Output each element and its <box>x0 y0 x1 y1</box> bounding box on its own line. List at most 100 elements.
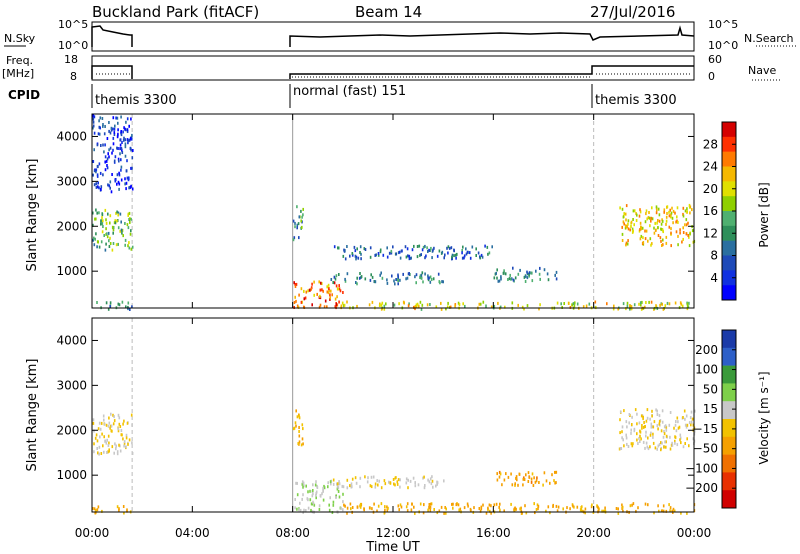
echo-cell <box>333 245 336 249</box>
echo-cell <box>339 289 342 293</box>
echo-cell <box>656 447 658 451</box>
echo-cell <box>533 476 535 480</box>
echo-cell <box>102 123 104 126</box>
echo-cell <box>422 511 425 515</box>
echo-cell <box>645 209 648 213</box>
echo-cell <box>300 287 303 291</box>
echo-cell <box>636 422 638 426</box>
echo-cell <box>429 280 432 284</box>
echo-cell <box>650 431 652 435</box>
echo-cell <box>121 141 123 144</box>
echo-cell <box>307 498 309 502</box>
echo-cell <box>108 129 110 133</box>
echo-cell <box>658 422 661 426</box>
echo-cell <box>691 417 694 421</box>
echo-cell <box>422 245 425 249</box>
echo-cell <box>93 442 95 446</box>
echo-cell <box>118 173 121 177</box>
colorbar-frame <box>721 329 737 509</box>
echo-cell <box>520 509 523 513</box>
echo-cell <box>658 443 661 447</box>
echo-cell <box>112 228 115 232</box>
echo-cell <box>684 442 686 445</box>
echo-cell <box>377 483 379 487</box>
echo-cell <box>644 237 647 241</box>
colorbar-segment <box>722 270 736 286</box>
echo-cell <box>109 426 111 430</box>
echo-cell <box>342 492 344 496</box>
echo-cell <box>394 476 397 480</box>
echo-cell <box>126 138 129 142</box>
echo-cell <box>341 301 344 305</box>
echo-cell <box>428 276 430 280</box>
echo-cell <box>451 257 453 261</box>
echo-cell <box>321 282 323 286</box>
echo-cell <box>683 409 686 413</box>
echo-cell <box>613 304 615 308</box>
echo-cell <box>294 285 297 288</box>
echo-cell <box>118 443 120 447</box>
echo-cell <box>117 226 120 230</box>
echo-cell <box>318 508 321 511</box>
echo-cell <box>653 511 655 515</box>
echo-cell <box>414 305 417 308</box>
echo-cell <box>672 507 675 511</box>
echo-cell <box>645 229 648 233</box>
echo-cell <box>351 506 354 509</box>
echo-cell <box>420 307 423 311</box>
echo-cell <box>373 280 376 284</box>
echo-cell <box>545 479 548 483</box>
echo-cell <box>437 272 440 276</box>
echo-cell <box>108 416 110 420</box>
echo-cell <box>319 494 322 498</box>
echo-cell <box>490 305 493 309</box>
echo-cell <box>645 301 647 304</box>
echo-cell <box>648 216 651 220</box>
echo-cell <box>355 257 357 261</box>
echo-cell <box>130 247 133 251</box>
echo-cell <box>115 243 118 247</box>
echo-cell <box>625 241 628 245</box>
echo-cell <box>307 490 309 494</box>
echo-cell <box>294 225 296 229</box>
echo-cell <box>298 215 301 219</box>
nave-tick-max: 60 <box>708 53 722 66</box>
echo-cell <box>303 305 305 309</box>
echo-cell <box>113 419 116 423</box>
echo-cell <box>123 441 126 445</box>
echo-cell <box>429 275 432 279</box>
echo-cell <box>131 187 134 191</box>
echo-cell <box>588 302 591 306</box>
echo-cell <box>115 116 117 120</box>
echo-cell <box>690 423 692 427</box>
echo-cell <box>111 248 114 252</box>
echo-cell <box>107 450 109 454</box>
echo-cell <box>653 231 656 235</box>
echo-cell <box>539 303 541 307</box>
nsearch-tick-min: 10^0 <box>708 39 738 52</box>
echo-cell <box>323 486 326 490</box>
echo-cell <box>299 501 301 505</box>
echo-cell <box>129 220 131 224</box>
echo-cell <box>292 219 295 223</box>
echo-cell <box>328 289 330 292</box>
echo-cell <box>668 225 671 229</box>
echo-cell <box>357 256 360 260</box>
echo-cell <box>429 502 432 506</box>
echo-cell <box>430 246 432 250</box>
echo-cell <box>689 416 692 420</box>
echo-cell <box>296 481 298 485</box>
echo-cell <box>374 253 376 257</box>
echo-cell <box>97 181 99 185</box>
echo-cell <box>127 244 129 248</box>
echo-cell <box>129 146 132 150</box>
echo-cell <box>386 278 388 282</box>
echo-cell <box>372 475 375 479</box>
echo-cell <box>648 211 650 214</box>
echo-cell <box>430 502 433 506</box>
echo-cell <box>414 275 416 279</box>
echo-cell <box>93 507 96 511</box>
echo-cell <box>131 166 133 170</box>
echo-cell <box>342 254 345 258</box>
echo-cell <box>359 272 361 275</box>
